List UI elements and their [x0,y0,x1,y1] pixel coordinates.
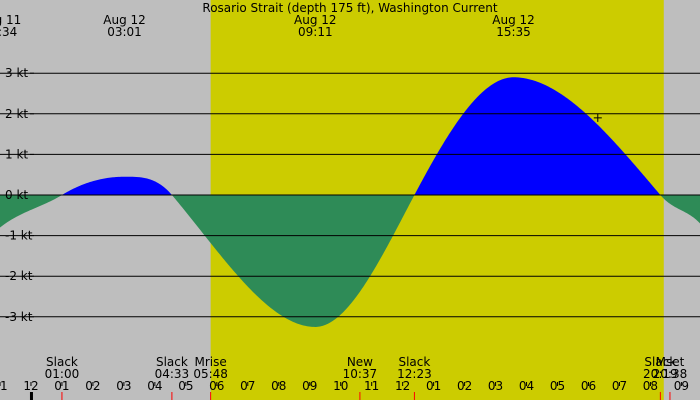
marker-layer [593,113,602,122]
top-event-date: Aug 11 [0,13,21,27]
flood-current-area [0,77,700,195]
hour-tick-label: 05 [550,379,565,393]
hour-tick-label: 01 [426,379,441,393]
hour-tick-label: 07 [612,379,627,393]
bottom-event-time: 04:33 [155,367,190,381]
hour-tick-label: 03 [116,379,131,393]
bottom-event-name: New [347,355,373,369]
bottom-event-name: Mrise [194,355,226,369]
y-tick-label: 2 kt [5,107,28,121]
hour-tick-label: 04 [519,379,534,393]
chart-title: Rosario Strait (depth 175 ft), Washingto… [202,1,498,15]
bottom-event-name: Slack [644,355,676,369]
hour-tick-label: 07 [240,379,255,393]
hour-tick-label: 08 [271,379,286,393]
hour-tick-label: 12 [395,379,410,393]
bottom-event-name: Slack [398,355,430,369]
bottom-event-labels: Slack01:00Slack04:33Mrise05:48New10:37Sl… [45,355,688,400]
hour-tick-label: 06 [581,379,596,393]
bottom-event-name: Mset [656,355,685,369]
hour-tick-label: 02 [457,379,472,393]
top-event-date: Aug 12 [294,13,337,27]
top-event-time: 21:34 [0,25,17,39]
hour-ticks: 11 12 01 02 03 04 05 06 07 08 09 10 11 12 01 02 03 04 05 06… [0,379,689,400]
bottom-event-time: 12:23 [397,367,432,381]
bottom-event-name: Slack [156,355,188,369]
hour-tick-label: 05 [178,379,193,393]
y-tick-label: 0 kt [5,188,28,202]
top-event-date: Aug 12 [492,13,535,27]
bottom-event-time: 01:00 [45,367,80,381]
y-axis-labels: 3 kt 2 kt 1 kt 0 kt -1 kt -2 kt -3 kt [5,66,33,324]
midnight-marker [29,392,33,400]
hour-tick-label: 09 [302,379,317,393]
bottom-event-time: 20:38 [653,367,688,381]
hour-tick-label: 10 [333,379,348,393]
bottom-event-name: Slack [46,355,78,369]
top-event-time: 03:01 [107,25,142,39]
top-event-time: 09:11 [298,25,333,39]
current-area-layer [0,77,700,327]
hour-tick-label: 08 [643,379,658,393]
y-tick-label: -3 kt [5,310,33,324]
hour-tick-label: 09 [674,379,689,393]
y-tick-label: -1 kt [5,229,33,243]
hour-tick-label: 11 [364,379,379,393]
ebb-current-area [0,195,700,327]
hour-tick-label: 03 [488,379,503,393]
hour-tick-label: 02 [85,379,100,393]
bottom-event-time: 05:48 [193,367,228,381]
y-tick-label: 1 kt [5,147,28,161]
bottom-event-time: 20:19 [643,367,678,381]
hour-tick-label: 04 [147,379,162,393]
top-event-date: Aug 12 [103,13,146,27]
y-tick-label: 3 kt [5,66,28,80]
grid-layer [0,72,700,318]
hour-tick-label: 11 [0,379,8,393]
top-event-time: 15:35 [496,25,531,39]
hour-tick-label: 06 [209,379,224,393]
bottom-event-time: 10:37 [343,367,378,381]
y-tick-label: -2 kt [5,269,33,283]
hour-tick-label: 01 [54,379,69,393]
hour-tick-label: 12 [23,379,38,393]
